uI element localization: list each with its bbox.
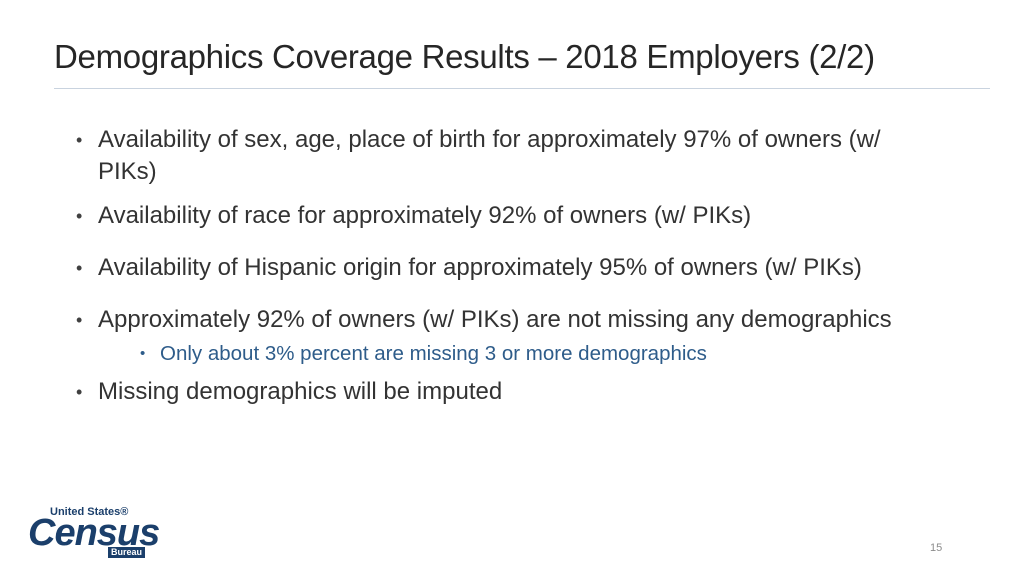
- bullet-item: • Missing demographics will be imputed: [74, 376, 934, 408]
- bullet-text: Availability of Hispanic origin for appr…: [98, 254, 862, 281]
- page-number: 15: [930, 542, 943, 554]
- bullet-item: • Approximately 92% of owners (w/ PIKs) …: [74, 304, 934, 368]
- slide-title: Demographics Coverage Results – 2018 Emp…: [54, 38, 875, 75]
- bullet-text: Availability of sex, age, place of birth…: [98, 126, 881, 185]
- title-divider: [54, 88, 990, 89]
- bullet-icon: •: [76, 130, 83, 150]
- sub-bullet-text: Only about 3% percent are missing 3 or m…: [160, 342, 707, 365]
- bullet-icon: •: [76, 258, 83, 278]
- bullet-icon: •: [76, 206, 83, 226]
- bullet-text: Approximately 92% of owners (w/ PIKs) ar…: [98, 306, 892, 333]
- bullet-icon: •: [76, 382, 83, 402]
- bullet-text: Missing demographics will be imputed: [98, 378, 503, 405]
- logo-census: Census: [28, 512, 160, 554]
- bullet-icon: •: [76, 310, 83, 330]
- bullet-item: • Availability of race for approximately…: [74, 200, 934, 232]
- census-bureau-logo: United States® Census Bureau: [24, 506, 160, 558]
- bullet-list: • Availability of sex, age, place of bir…: [74, 124, 934, 408]
- logo-bureau: Bureau: [108, 547, 146, 558]
- bullet-text: Availability of race for approximately 9…: [98, 202, 752, 229]
- sub-bullet-icon: •: [140, 345, 146, 362]
- sub-bullet-item: • Only about 3% percent are missing 3 or…: [138, 340, 934, 368]
- bullet-item: • Availability of Hispanic origin for ap…: [74, 252, 934, 284]
- logo-united-states: United States®: [50, 506, 129, 518]
- bullet-item: • Availability of sex, age, place of bir…: [74, 124, 934, 188]
